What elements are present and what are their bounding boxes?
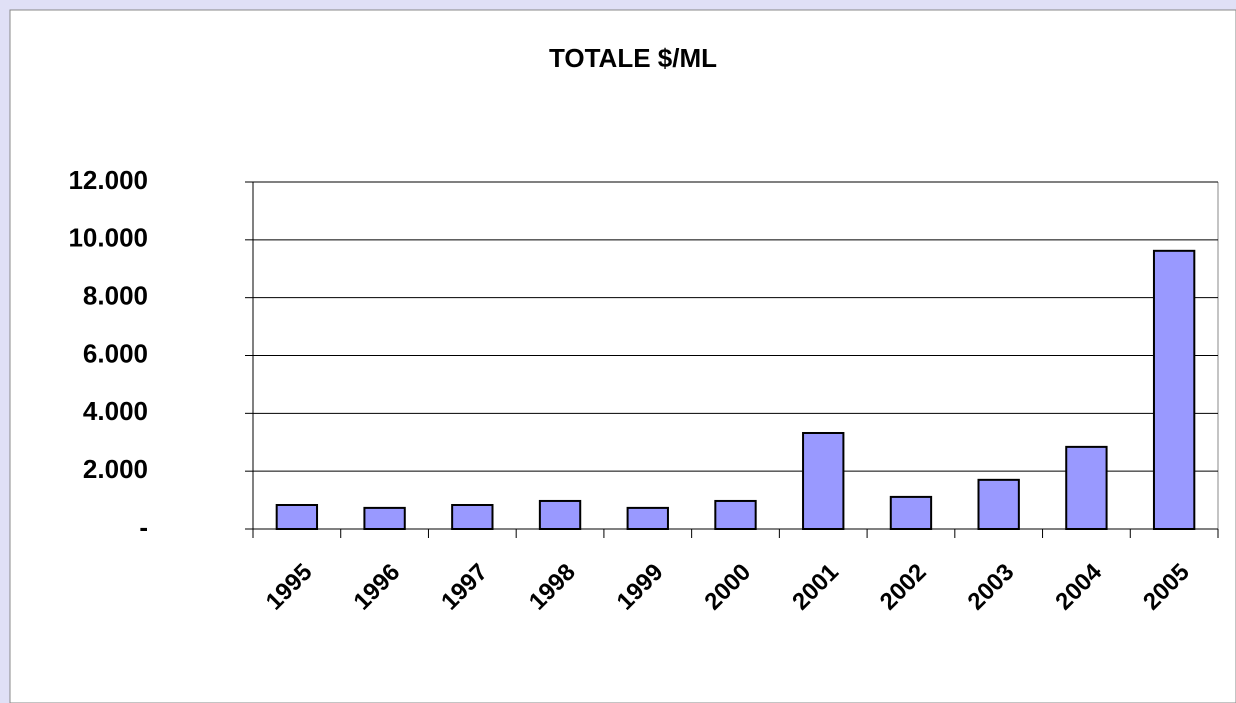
bar (538, 499, 582, 531)
bar (363, 506, 406, 531)
y-tick-label: - (139, 512, 148, 542)
bar (1152, 249, 1196, 531)
bar (1065, 445, 1108, 531)
y-tick-label: 2.000 (83, 454, 148, 484)
chart-title: TOTALE $/ML (549, 43, 717, 73)
y-tick-label: 10.000 (68, 223, 148, 253)
y-tick-label: 6.000 (83, 338, 148, 368)
bar (977, 478, 1020, 531)
y-tick-label: 4.000 (83, 396, 148, 426)
bar (451, 503, 494, 531)
bar (889, 495, 933, 530)
bar (626, 506, 669, 531)
y-tick-label: 8.000 (83, 281, 148, 311)
bar (714, 499, 757, 531)
chart-area (9, 9, 1236, 703)
y-tick-label: 12.000 (68, 165, 148, 195)
bar (275, 503, 319, 531)
bar (802, 431, 845, 531)
